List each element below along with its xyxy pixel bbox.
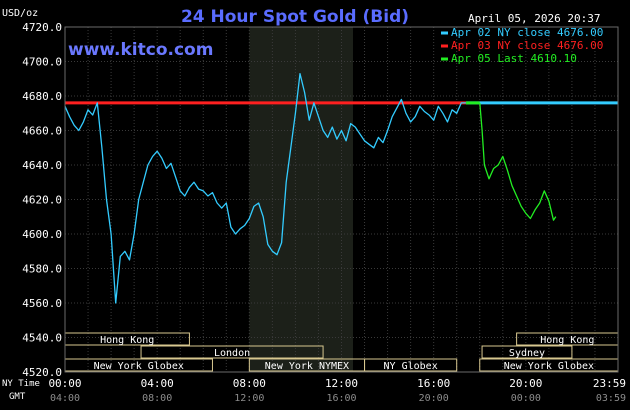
price-line [64, 72, 466, 304]
y-tick-label: 4560.0 [22, 297, 62, 310]
x-tick-label-ny: 12:00 [325, 377, 358, 390]
x-tick-label-gmt: 04:00 [50, 393, 80, 404]
y-tick-label: 4620.0 [22, 194, 62, 207]
session-label: Hong Kong [100, 335, 154, 346]
x-tick-label-ny: 00:00 [48, 377, 81, 390]
ny-time-label: NY Time [2, 379, 40, 389]
session-label: Hong Kong [540, 335, 594, 346]
x-tick-label-gmt: 03:59 [596, 393, 626, 404]
session-label: New York Globex [94, 361, 184, 372]
price-series [64, 72, 557, 304]
y-axis-ticks: 4520.0 4540.0 4560.0 4580.0 4600.0 4620.0 4640… [22, 21, 62, 379]
session-box [364, 358, 458, 372]
x-tick-label-gmt: 08:00 [142, 393, 172, 404]
session-label: Sydney [509, 348, 545, 359]
y-tick-label: 4640.0 [22, 159, 62, 172]
brand-watermark: www.kitco.com [68, 40, 213, 60]
gmt-label: GMT [9, 392, 26, 402]
x-tick-label-gmt: 12:00 [234, 393, 264, 404]
chart-timestamp: April 05, 2026 20:37 [468, 12, 600, 25]
session-label: New York NYMEX [265, 361, 349, 372]
x-tick-label-gmt: 16:00 [326, 393, 356, 404]
session-label: New York Globex [504, 361, 594, 372]
session-label: London [214, 348, 250, 359]
legend-entry: Apr 05 Last 4610.10 [451, 52, 577, 65]
y-tick-label: 4700.0 [22, 56, 62, 69]
plot-border [64, 26, 619, 373]
x-tick-label-gmt: 20:00 [419, 393, 449, 404]
y-tick-label: 4660.0 [22, 125, 62, 138]
y-tick-label: 4580.0 [22, 263, 62, 276]
x-tick-label-gmt: 00:00 [511, 393, 541, 404]
legend-entry: Apr 02 NY close 4676.00 [451, 26, 603, 39]
grid [65, 27, 618, 372]
x-tick-label-ny: 23:59 [593, 377, 626, 390]
y-tick-label: 4540.0 [22, 332, 62, 345]
price-line [479, 102, 557, 221]
y-tick-label: 4600.0 [22, 228, 62, 241]
y-tick-label: 4680.0 [22, 90, 62, 103]
x-axis-ticks: 00:00 04:00 08:00 12:00 16:00 20:00 23:59 04:00… [48, 377, 626, 404]
x-tick-label-ny: 16:00 [417, 377, 450, 390]
legend-entry: Apr 03 NY close 4676.00 [451, 39, 603, 52]
x-tick-label-ny: 20:00 [509, 377, 542, 390]
y-tick-label: 4520.0 [22, 366, 62, 379]
y-tick-label: 4720.0 [22, 21, 62, 34]
session-box [481, 345, 573, 359]
y-axis-unit: USD/oz [2, 8, 38, 19]
session-label: NY Globex [384, 361, 438, 372]
x-tick-label-ny: 08:00 [233, 377, 266, 390]
market-sessions: Hong Kong London New York Globex New York N… [64, 332, 619, 372]
session-box [140, 345, 324, 359]
chart-title: 24 Hour Spot Gold (Bid) [181, 7, 409, 27]
x-tick-label-ny: 04:00 [141, 377, 174, 390]
